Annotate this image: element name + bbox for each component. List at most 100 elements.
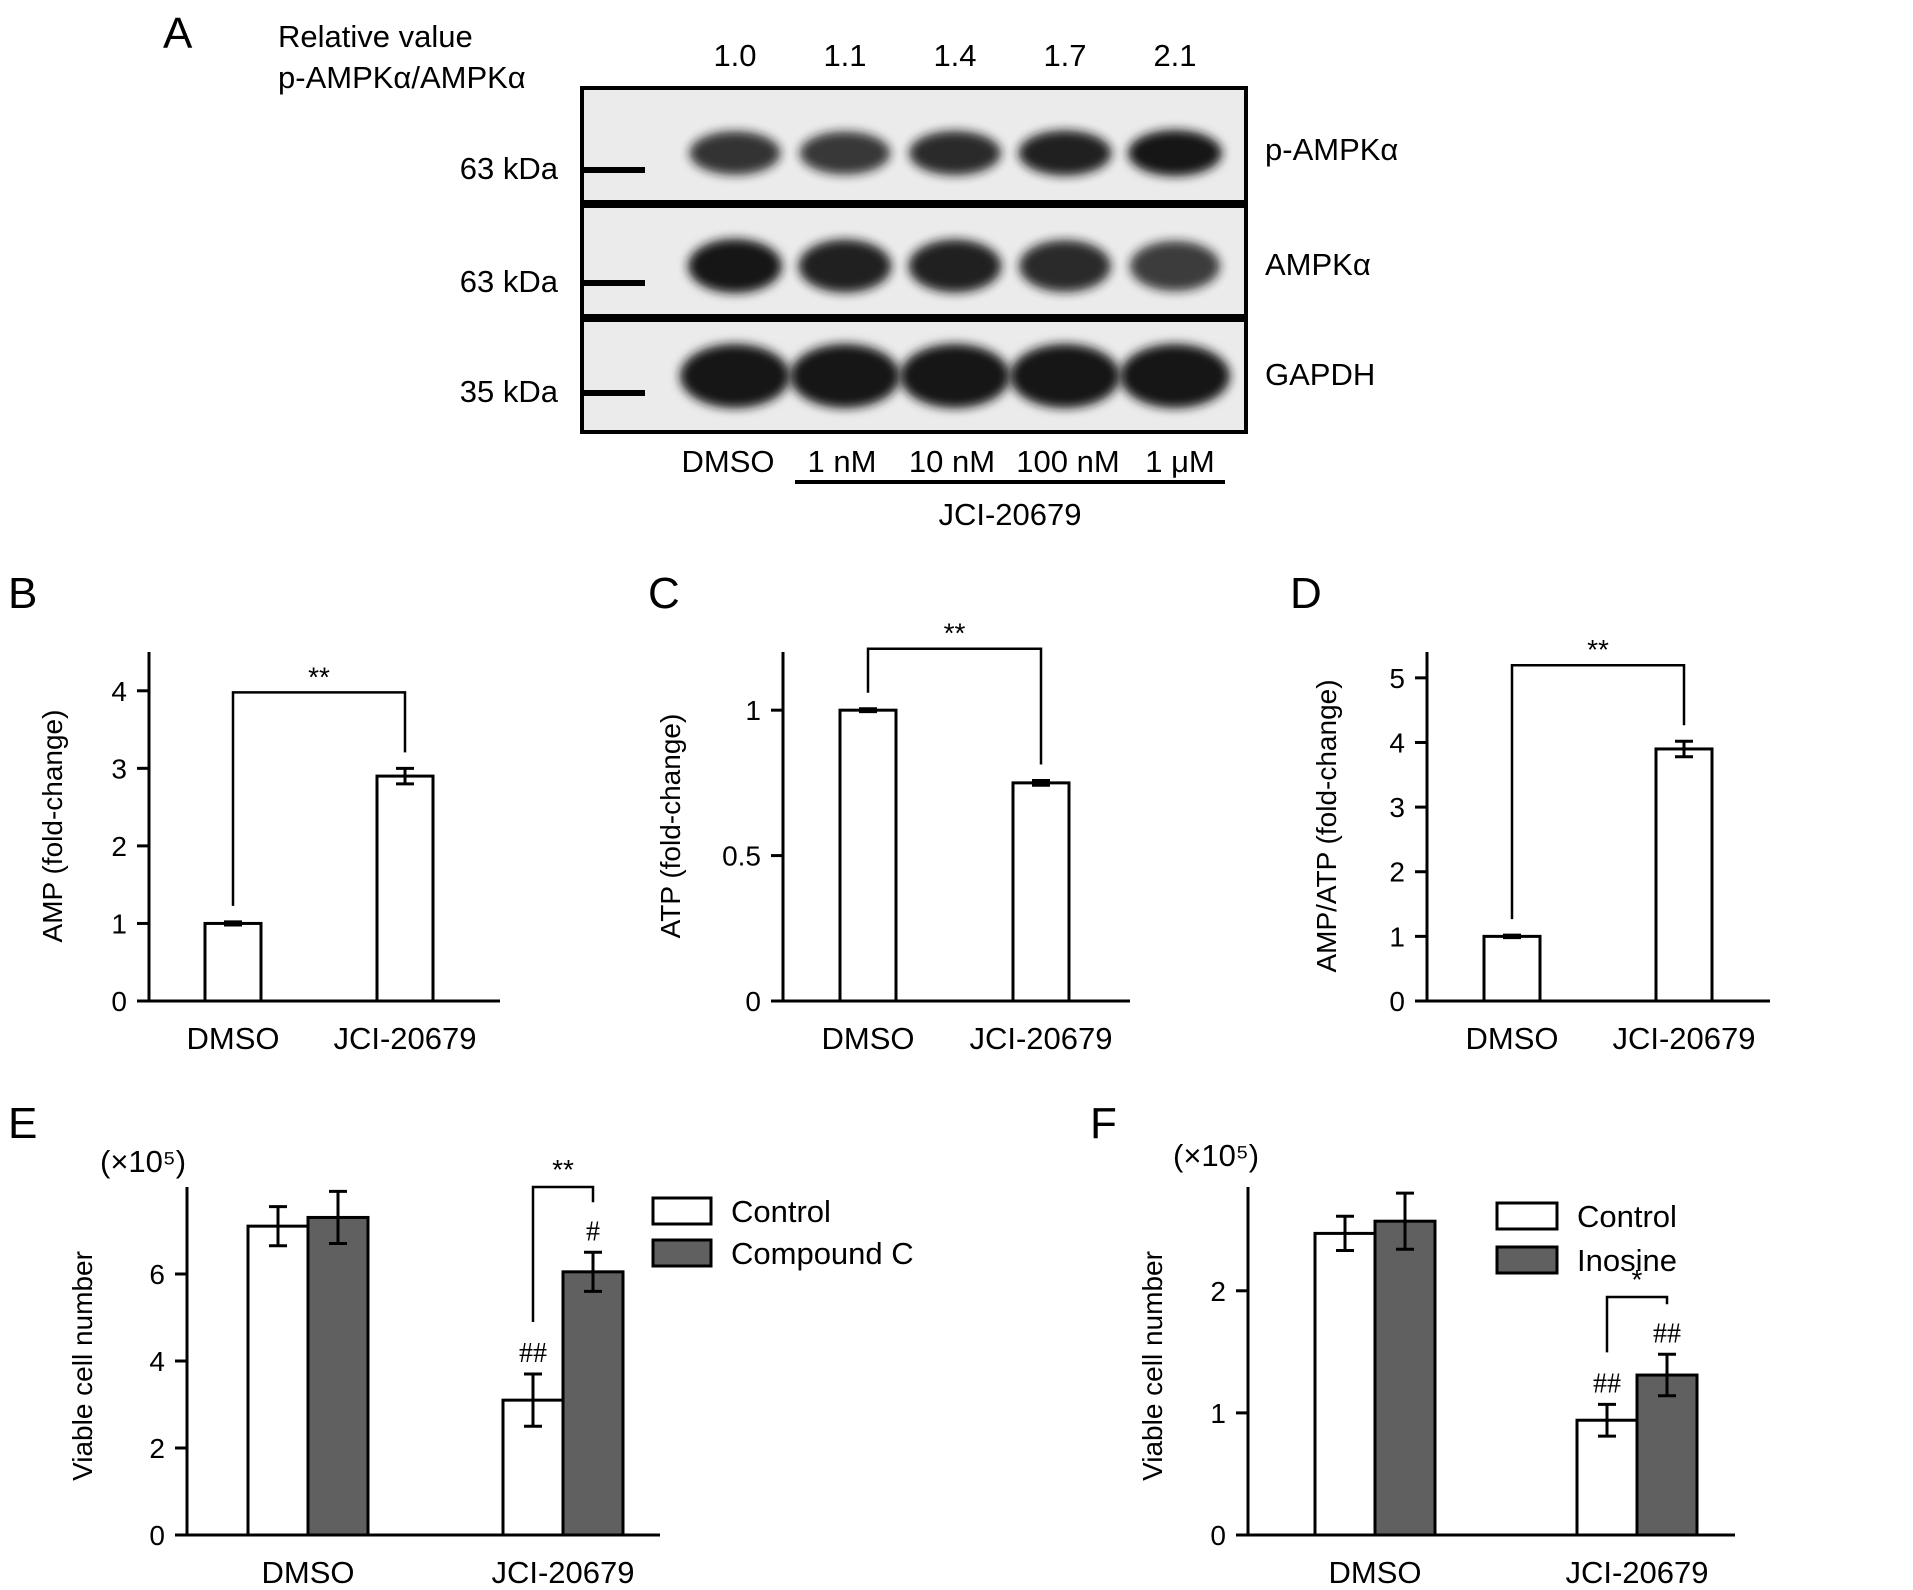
y-tick-label: 3: [1389, 792, 1405, 823]
legend-label: Inosine: [1577, 1243, 1677, 1278]
relative-value: 1.4: [933, 38, 976, 73]
legend-label: Compound C: [731, 1236, 914, 1271]
relative-value: 2.1: [1153, 38, 1196, 73]
blot-band: [1010, 344, 1120, 408]
protein-label: AMPKα: [1265, 247, 1371, 282]
y-tick-label: 2: [1210, 1276, 1226, 1307]
legend-swatch: [1495, 1245, 1559, 1275]
significance-stars: **: [1587, 634, 1609, 665]
panel-letter: D: [1290, 569, 1322, 618]
chart-panel-b: B 0 1 2 3 4 AMP (fold-change) DMSO JCI-20679 **: [8, 569, 500, 1056]
significance-stars: *: [1632, 1264, 1643, 1295]
legend-label: Control: [731, 1194, 831, 1229]
marker-label: 35 kDa: [460, 374, 559, 409]
y-tick-label: 1: [1210, 1398, 1226, 1429]
x-category-label: JCI-20679: [1612, 1021, 1755, 1056]
blot-band: [1129, 240, 1221, 292]
blot-band: [680, 344, 790, 408]
panel-a: A Relative value p-AMPKα/AMPKα 1.0 1.1 1.4…: [163, 9, 1398, 532]
panel-letter: B: [8, 569, 37, 618]
bar: [1635, 1373, 1699, 1537]
y-axis-label: AMP/ATP (fold-change): [1311, 679, 1342, 972]
x-category-label: DMSO: [822, 1021, 915, 1056]
bar: [1482, 934, 1542, 1003]
blot-band: [798, 239, 892, 293]
bar: [246, 1224, 310, 1537]
y-tick-label: 0: [111, 986, 127, 1017]
blot-band: [1019, 240, 1111, 292]
legend-swatch: [651, 1196, 713, 1226]
x-category-label: DMSO: [187, 1021, 280, 1056]
significance-bracket: [531, 1185, 595, 1323]
x-category-label: DMSO: [1329, 1555, 1422, 1590]
bar: [1373, 1219, 1437, 1537]
bar: [306, 1215, 370, 1537]
y-axis-label: Viable cell number: [67, 1251, 98, 1481]
bar: [1654, 747, 1714, 1003]
significance-stars: **: [944, 618, 966, 649]
blot-band: [900, 344, 1010, 408]
significance-bracket: [1510, 663, 1686, 920]
x-category-label: JCI-20679: [491, 1555, 634, 1590]
y-tick-label: 4: [149, 1346, 165, 1377]
y-axis-label: AMP (fold-change): [37, 710, 68, 943]
marker-label: 63 kDa: [460, 151, 559, 186]
protein-label: p-AMPKα: [1265, 132, 1398, 167]
panel-letter: E: [8, 1099, 37, 1148]
blot-band: [689, 131, 781, 175]
panel-letter: C: [648, 569, 680, 618]
legend-label: Control: [1577, 1199, 1677, 1234]
y-tick-label: 1: [745, 695, 761, 726]
bar: [375, 774, 435, 1003]
y-tick-label: 2: [149, 1433, 165, 1464]
blot-band: [1120, 344, 1230, 408]
lane-label: 1 μM: [1145, 444, 1215, 479]
blot-band: [1018, 130, 1112, 176]
significance-bracket: [231, 691, 407, 906]
blot-band: [909, 130, 1001, 176]
x-category-label: DMSO: [262, 1555, 355, 1590]
bar: [838, 708, 898, 1003]
treatment-label: JCI-20679: [938, 497, 1081, 532]
legend-swatch: [1495, 1201, 1559, 1231]
y-tick-label: 3: [111, 753, 127, 784]
lane-label: 10 nM: [909, 444, 995, 479]
x-category-label: JCI-20679: [333, 1021, 476, 1056]
bar: [1011, 781, 1071, 1003]
y-tick-label: 0: [149, 1520, 165, 1551]
x-category-label: DMSO: [1466, 1021, 1559, 1056]
axis-lines: [1425, 652, 1770, 1003]
significance-bracket: [1605, 1295, 1669, 1353]
significance-bracket: [866, 647, 1043, 765]
significance-stars: **: [552, 1154, 574, 1185]
y-tick-label: 2: [1389, 857, 1405, 888]
hash-mark: #: [586, 1216, 600, 1247]
x-category-label: JCI-20679: [969, 1021, 1112, 1056]
bar: [1313, 1231, 1377, 1537]
blot-band: [790, 344, 900, 408]
axis-multiplier: (×10⁵): [1173, 1138, 1259, 1173]
axis-multiplier: (×10⁵): [100, 1144, 186, 1179]
chart-panel-c: C 0 0.5 1 ATP (fold-change) DMSO JCI-20679 **: [648, 569, 1130, 1056]
bar-charts: B 0 1 2 3 4 AMP (fold-change) DMSO JCI-20679 ** C 0…: [8, 569, 1770, 1590]
legend-swatch: [651, 1238, 713, 1268]
y-tick-label: 5: [1389, 663, 1405, 694]
x-category-label: JCI-20679: [1565, 1555, 1708, 1590]
panel-a-letter: A: [163, 9, 193, 58]
chart-panel-f: F 0 1 2 Viable cell number DMSO JCI-20679 ## ## *…: [1090, 1099, 1735, 1590]
y-tick-label: 0: [745, 986, 761, 1017]
blot-band: [908, 239, 1002, 293]
lane-label: DMSO: [682, 444, 775, 479]
hash-mark: ##: [1593, 1368, 1621, 1399]
hash-mark: ##: [1653, 1318, 1681, 1349]
bar: [561, 1270, 625, 1537]
y-tick-label: 0.5: [722, 841, 761, 872]
panel-letter: F: [1090, 1099, 1117, 1148]
protein-label: GAPDH: [1265, 357, 1375, 392]
relative-value-label: Relative value: [278, 19, 473, 54]
blot-band: [799, 131, 891, 175]
y-tick-label: 1: [111, 908, 127, 939]
lane-label: 1 nM: [808, 444, 877, 479]
lane-labels: DMSO 1 nM 10 nM 100 nM 1 μM: [682, 444, 1215, 479]
